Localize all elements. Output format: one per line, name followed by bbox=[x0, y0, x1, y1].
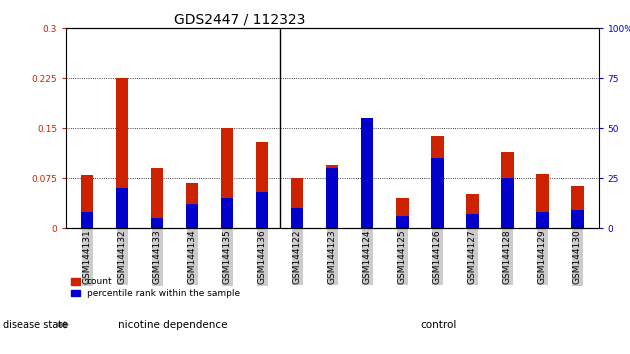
Bar bbox=[326, 165, 338, 228]
Bar bbox=[536, 174, 549, 228]
Bar bbox=[432, 158, 444, 228]
Bar bbox=[536, 212, 549, 228]
Bar bbox=[501, 178, 513, 228]
Bar bbox=[396, 198, 408, 228]
Bar bbox=[432, 136, 444, 228]
Bar bbox=[256, 192, 268, 228]
Text: control: control bbox=[421, 320, 457, 330]
Bar bbox=[186, 204, 198, 228]
Bar bbox=[291, 208, 304, 228]
Legend: count, percentile rank within the sample: count, percentile rank within the sample bbox=[71, 278, 240, 298]
Bar bbox=[326, 169, 338, 228]
Bar bbox=[221, 198, 233, 228]
Bar bbox=[116, 188, 129, 228]
Bar bbox=[186, 183, 198, 228]
Bar bbox=[501, 152, 513, 228]
Bar bbox=[466, 194, 479, 228]
Bar bbox=[116, 78, 129, 228]
Bar bbox=[81, 212, 93, 228]
Bar bbox=[571, 186, 583, 228]
Bar bbox=[291, 178, 304, 228]
Bar bbox=[571, 210, 583, 228]
Bar bbox=[466, 214, 479, 228]
Text: nicotine dependence: nicotine dependence bbox=[118, 320, 227, 330]
Bar bbox=[221, 129, 233, 228]
Bar bbox=[151, 169, 163, 228]
Bar bbox=[256, 142, 268, 228]
Bar bbox=[361, 120, 374, 228]
Text: GDS2447 / 112323: GDS2447 / 112323 bbox=[174, 12, 305, 27]
Text: disease state: disease state bbox=[3, 320, 68, 330]
Bar bbox=[81, 175, 93, 228]
Bar bbox=[396, 216, 408, 228]
Bar bbox=[151, 218, 163, 228]
Bar bbox=[361, 118, 374, 228]
